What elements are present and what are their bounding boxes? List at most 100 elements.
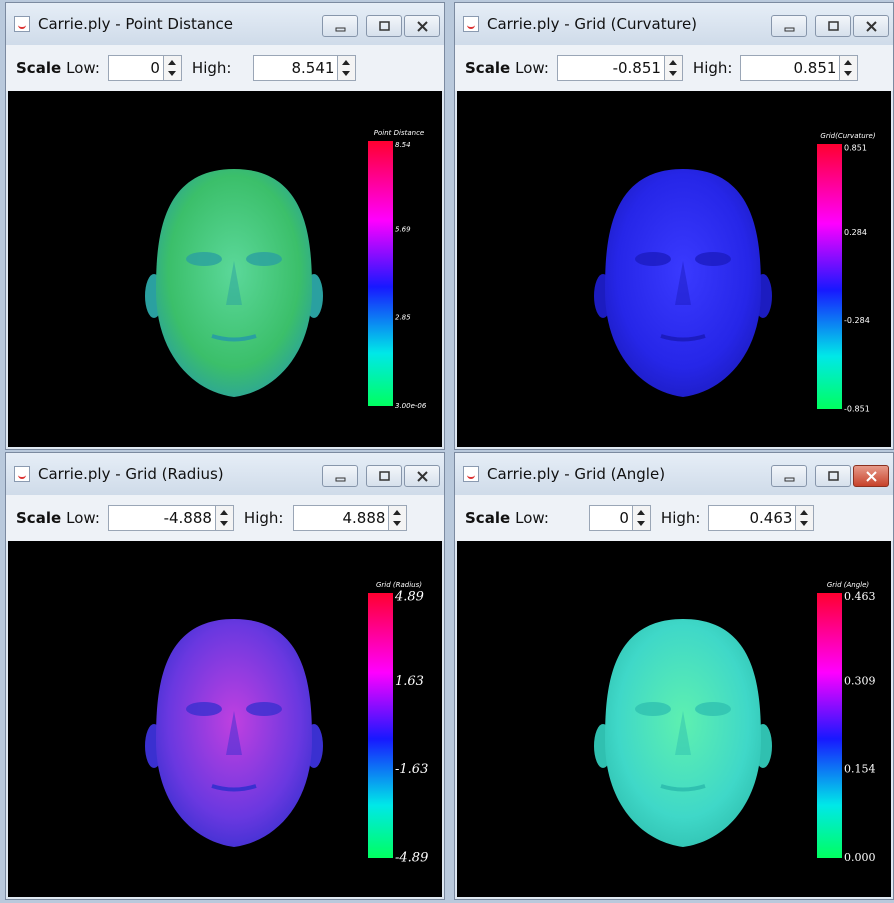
- minimize-button[interactable]: [322, 465, 358, 487]
- left-eye: [635, 702, 671, 716]
- button-glyph: [323, 16, 359, 38]
- low-input[interactable]: -0.851: [557, 55, 665, 81]
- colorbar-title: Grid(Curvature): [820, 132, 875, 140]
- low-label: Low:: [66, 509, 100, 527]
- glyph: [418, 22, 427, 31]
- colorbar: [817, 593, 842, 858]
- colorbar-label: 1.63: [395, 674, 424, 689]
- render-svg: Grid (Angle)0.463 0.309 0.154 0.000: [457, 541, 893, 899]
- button-glyph: [367, 16, 403, 38]
- low-spinner[interactable]: [633, 505, 651, 531]
- high-input[interactable]: 0.851: [740, 55, 840, 81]
- high-spinner[interactable]: [840, 55, 858, 81]
- high-label: High:: [661, 509, 701, 527]
- colorbar-label: 3.00e-06: [395, 402, 427, 410]
- colorbar-label: -0.284: [844, 316, 870, 325]
- right-eye: [246, 252, 282, 266]
- title-bar: Carrie.ply - Grid (Angle): [455, 453, 893, 495]
- colorbar-title: Grid (Radius): [376, 581, 422, 589]
- title-bar: Carrie.ply - Point Distance: [6, 3, 444, 45]
- colorbar-label: 0.309: [844, 674, 876, 687]
- maximize-button[interactable]: [815, 465, 851, 487]
- low-input[interactable]: 0: [108, 55, 164, 81]
- glyph: [867, 22, 876, 31]
- glyph: [785, 28, 794, 31]
- low-input[interactable]: 0: [589, 505, 633, 531]
- window: Carrie.ply - Grid (Radius) Scale Low: -4.88…: [5, 452, 445, 900]
- colorbar-label: 0.154: [844, 763, 876, 776]
- glyph: [785, 478, 794, 481]
- high-label: High:: [192, 59, 232, 77]
- right-eye: [695, 702, 731, 716]
- minimize-button[interactable]: [771, 15, 807, 37]
- high-input[interactable]: 0.463: [708, 505, 796, 531]
- button-glyph: [816, 16, 852, 38]
- app-icon: [463, 466, 479, 482]
- minimize-button[interactable]: [771, 465, 807, 487]
- window: Carrie.ply - Point DistanceScaleLow:0Hig…: [5, 2, 445, 450]
- render-svg: Grid (Radius)4.891.63-1.63-4.89: [8, 541, 444, 899]
- low-spinner[interactable]: [164, 55, 182, 81]
- glyph: [418, 472, 427, 481]
- colorbar-title: Point Distance: [374, 129, 424, 137]
- low-label: Low:: [515, 59, 549, 77]
- close-button[interactable]: [404, 15, 440, 37]
- colorbar-label: 0.284: [844, 228, 867, 237]
- button-glyph: [405, 16, 441, 38]
- colorbar-label: -0.851: [844, 405, 870, 414]
- maximize-button[interactable]: [366, 15, 402, 37]
- colorbar: [368, 593, 393, 858]
- low-input[interactable]: -4.888: [108, 505, 216, 531]
- glyph: [829, 22, 838, 30]
- button-glyph: [367, 466, 403, 488]
- close-button[interactable]: [853, 465, 889, 487]
- scale-label: Scale: [16, 59, 61, 77]
- button-glyph: [323, 466, 359, 488]
- right-eye: [246, 702, 282, 716]
- window-title: Carrie.ply - Point Distance: [38, 15, 233, 33]
- right-eye: [695, 252, 731, 266]
- high-spinner[interactable]: [796, 505, 814, 531]
- button-glyph: [816, 466, 852, 488]
- scale-label: Scale: [16, 509, 61, 527]
- left-eye: [186, 252, 222, 266]
- low-spinner[interactable]: [216, 505, 234, 531]
- close-button[interactable]: [853, 15, 889, 37]
- button-glyph: [854, 16, 890, 38]
- high-input[interactable]: 4.888: [293, 505, 389, 531]
- title-bar: Carrie.ply - Grid (Curvature): [455, 3, 893, 45]
- maximize-button[interactable]: [366, 465, 402, 487]
- colorbar-label: 2.85: [395, 314, 411, 322]
- button-glyph: [405, 466, 441, 488]
- glyph: [336, 28, 345, 31]
- close-button[interactable]: [404, 465, 440, 487]
- high-spinner[interactable]: [389, 505, 407, 531]
- screen: Carrie.ply - Point Distance Scale Low: 0 Hig…: [0, 0, 894, 903]
- high-spinner[interactable]: [338, 55, 356, 81]
- render-svg: Grid(Curvature) 0.851 0.284 -0.284 -0.851: [457, 91, 893, 449]
- colorbar-label: 0.463: [844, 590, 876, 603]
- scale-label: Scale: [465, 59, 510, 77]
- colorbar-label: 0.851: [844, 144, 867, 153]
- colorbar-label: 0.000: [844, 851, 876, 864]
- window-title: Carrie.ply - Grid (Radius): [38, 465, 224, 483]
- low-spinner[interactable]: [665, 55, 683, 81]
- window-title: Carrie.ply - Grid (Curvature): [487, 15, 697, 33]
- maximize-button[interactable]: [815, 15, 851, 37]
- colorbar-title: Grid (Angle): [827, 581, 870, 589]
- colorbar-label: 8.54: [395, 141, 411, 149]
- minimize-button[interactable]: [322, 15, 358, 37]
- glyph: [336, 478, 345, 481]
- high-input[interactable]: 8.541: [253, 55, 338, 81]
- app-icon: [463, 16, 479, 32]
- render-view: Grid(Curvature) 0.851 0.284 -0.284 -0.851: [457, 91, 891, 447]
- button-glyph: [772, 16, 808, 38]
